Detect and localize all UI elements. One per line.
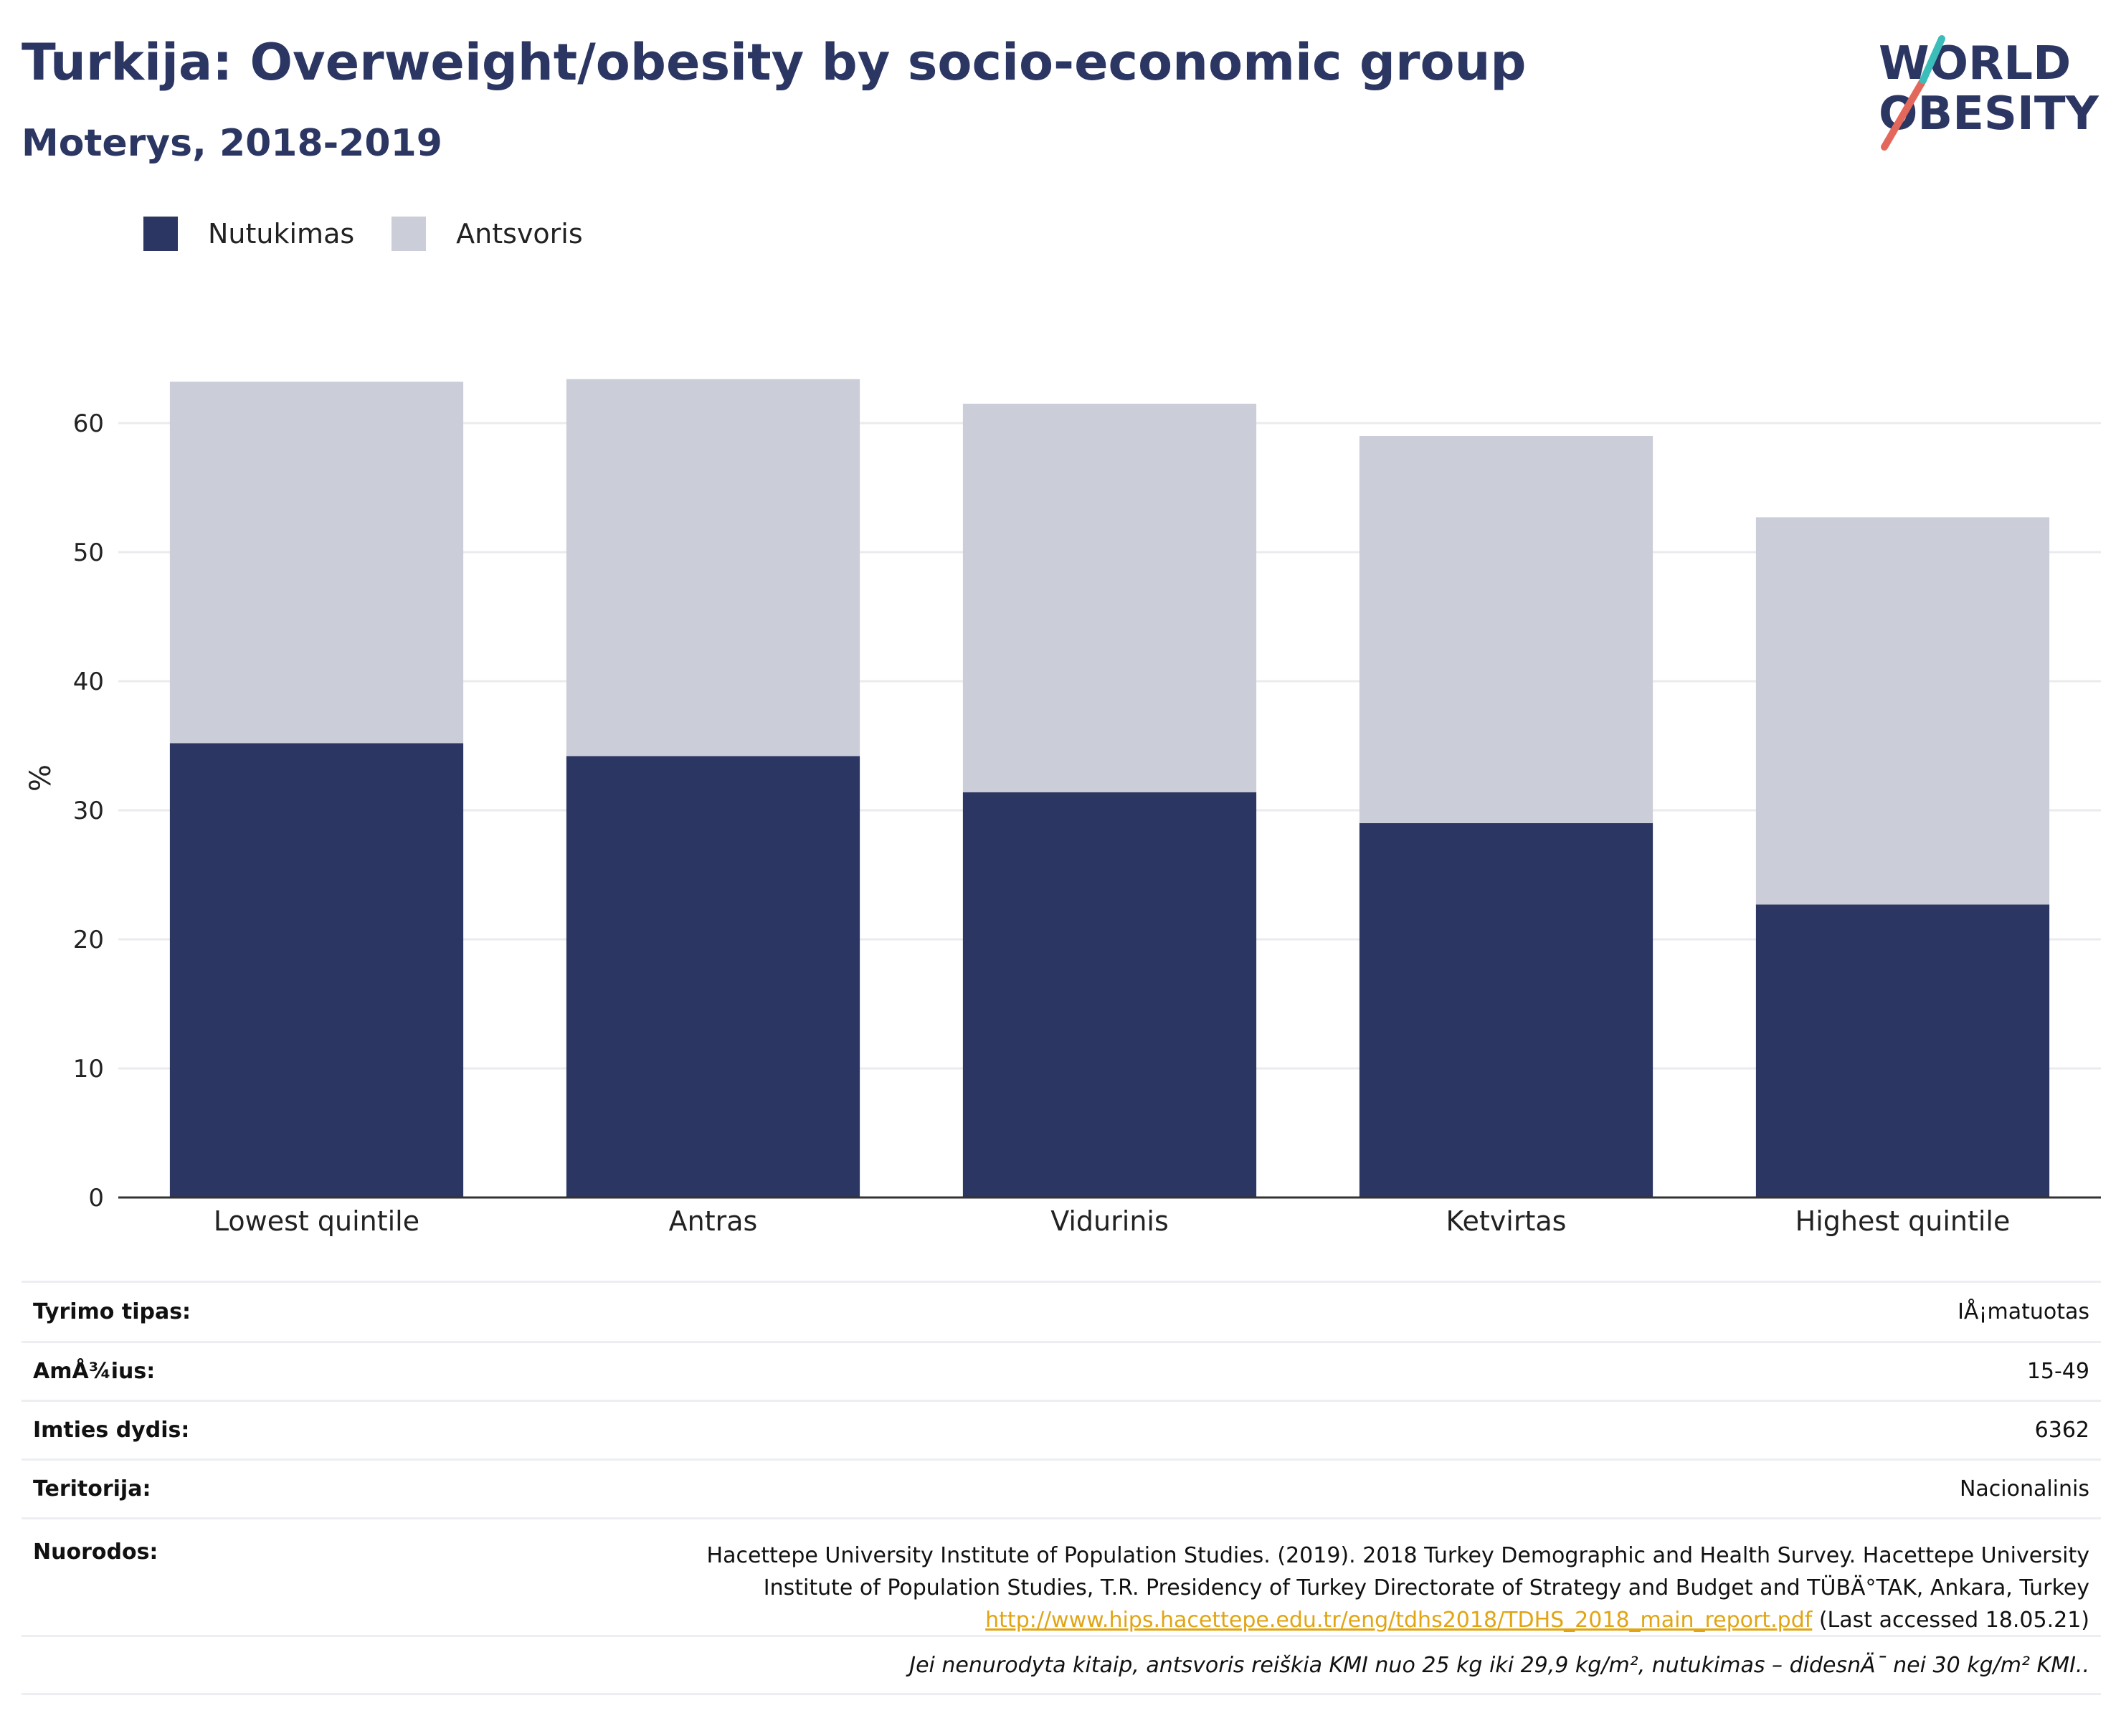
y-tick-label: 20 [73, 926, 104, 954]
legend-item-overweight: Antsvoris [392, 217, 583, 251]
bar-obesity [566, 756, 860, 1197]
bar-obesity [1755, 904, 2050, 1197]
svg-text:WORLD: WORLD [1879, 37, 2071, 90]
legend-label-obesity: Nutukimas [208, 218, 355, 250]
source-line-2: Institute of Population Studies, T.R. Pr… [763, 1575, 2089, 1600]
source-accessed: (Last accessed 18.05.21) [1818, 1608, 2089, 1633]
world-obesity-logo: WORLD OBESITY [1879, 35, 2099, 151]
sources-text: Hacettepe University Institute of Popula… [707, 1540, 2089, 1636]
y-tick-label: 30 [73, 797, 104, 825]
x-tick-label: Vidurinis [1050, 1205, 1169, 1237]
y-tick-label: 40 [73, 668, 104, 696]
meta-row-note: Jei nenurodyta kitaip, antsvoris reiškia… [22, 1635, 2101, 1695]
bar-overweight [566, 379, 860, 756]
meta-value: 15-49 [2026, 1359, 2089, 1384]
bar-overweight [962, 404, 1257, 792]
meta-row-sources: Nuorodos: Hacettepe University Institute… [22, 1517, 2101, 1635]
definition-note: Jei nenurodyta kitaip, antsvoris reiškia… [909, 1652, 2089, 1678]
x-tick-label: Highest quintile [1795, 1205, 2011, 1237]
bar-obesity [169, 743, 464, 1197]
bar-obesity [1359, 823, 1653, 1197]
meta-row-survey-type: Tyrimo tipas: IÅ¡matuotas [22, 1281, 2101, 1341]
meta-label: AmÅ¾ius: [33, 1359, 156, 1384]
source-line-1: Hacettepe University Institute of Popula… [706, 1543, 2089, 1568]
y-tick-label: 50 [73, 539, 104, 567]
source-link[interactable]: http://www.hips.hacettepe.edu.tr/eng/tdh… [985, 1608, 1813, 1633]
meta-row-territory: Teritorija: Nacionalinis [22, 1458, 2101, 1517]
bar-overweight [169, 381, 464, 744]
bar-overweight [1359, 436, 1653, 823]
meta-label: Tyrimo tipas: [33, 1299, 191, 1324]
chart-legend: Nutukimas Antsvoris [143, 212, 620, 255]
meta-value: Nacionalinis [1959, 1476, 2089, 1502]
x-tick-label: Antras [669, 1205, 758, 1237]
x-tick-label: Ketvirtas [1446, 1205, 1567, 1237]
page-title: Turkija: Overweight/obesity by socio-eco… [22, 33, 1527, 92]
y-tick-label: 10 [73, 1055, 104, 1083]
metadata-table: Tyrimo tipas: IÅ¡matuotas AmÅ¾ius: 15-49… [22, 1281, 2101, 1695]
bar-overweight [1755, 517, 2050, 905]
page-subtitle: Moterys, 2018-2019 [22, 122, 442, 165]
y-tick-label: 60 [73, 409, 104, 438]
meta-row-age: AmÅ¾ius: 15-49 [22, 1341, 2101, 1400]
legend-swatch-overweight [392, 217, 427, 251]
y-axis-label: % [24, 764, 57, 792]
legend-item-obesity: Nutukimas [143, 217, 354, 251]
legend-swatch-obesity [143, 217, 178, 251]
meta-label: Teritorija: [33, 1476, 151, 1502]
legend-label-overweight: Antsvoris [456, 218, 583, 250]
bar-chart: 0 10 20 30 40 50 60% Lowest quintile Antras Vidur… [24, 379, 2101, 1237]
x-tick-label: Lowest quintile [214, 1205, 419, 1237]
meta-value: 6362 [2034, 1418, 2089, 1443]
y-tick-label: 0 [88, 1184, 104, 1213]
meta-label: Imties dydis: [33, 1418, 190, 1443]
meta-row-sample-size: Imties dydis: 6362 [22, 1400, 2101, 1458]
meta-value: IÅ¡matuotas [1958, 1299, 2089, 1324]
meta-label: Nuorodos: [33, 1540, 158, 1565]
bar-obesity [962, 792, 1257, 1197]
